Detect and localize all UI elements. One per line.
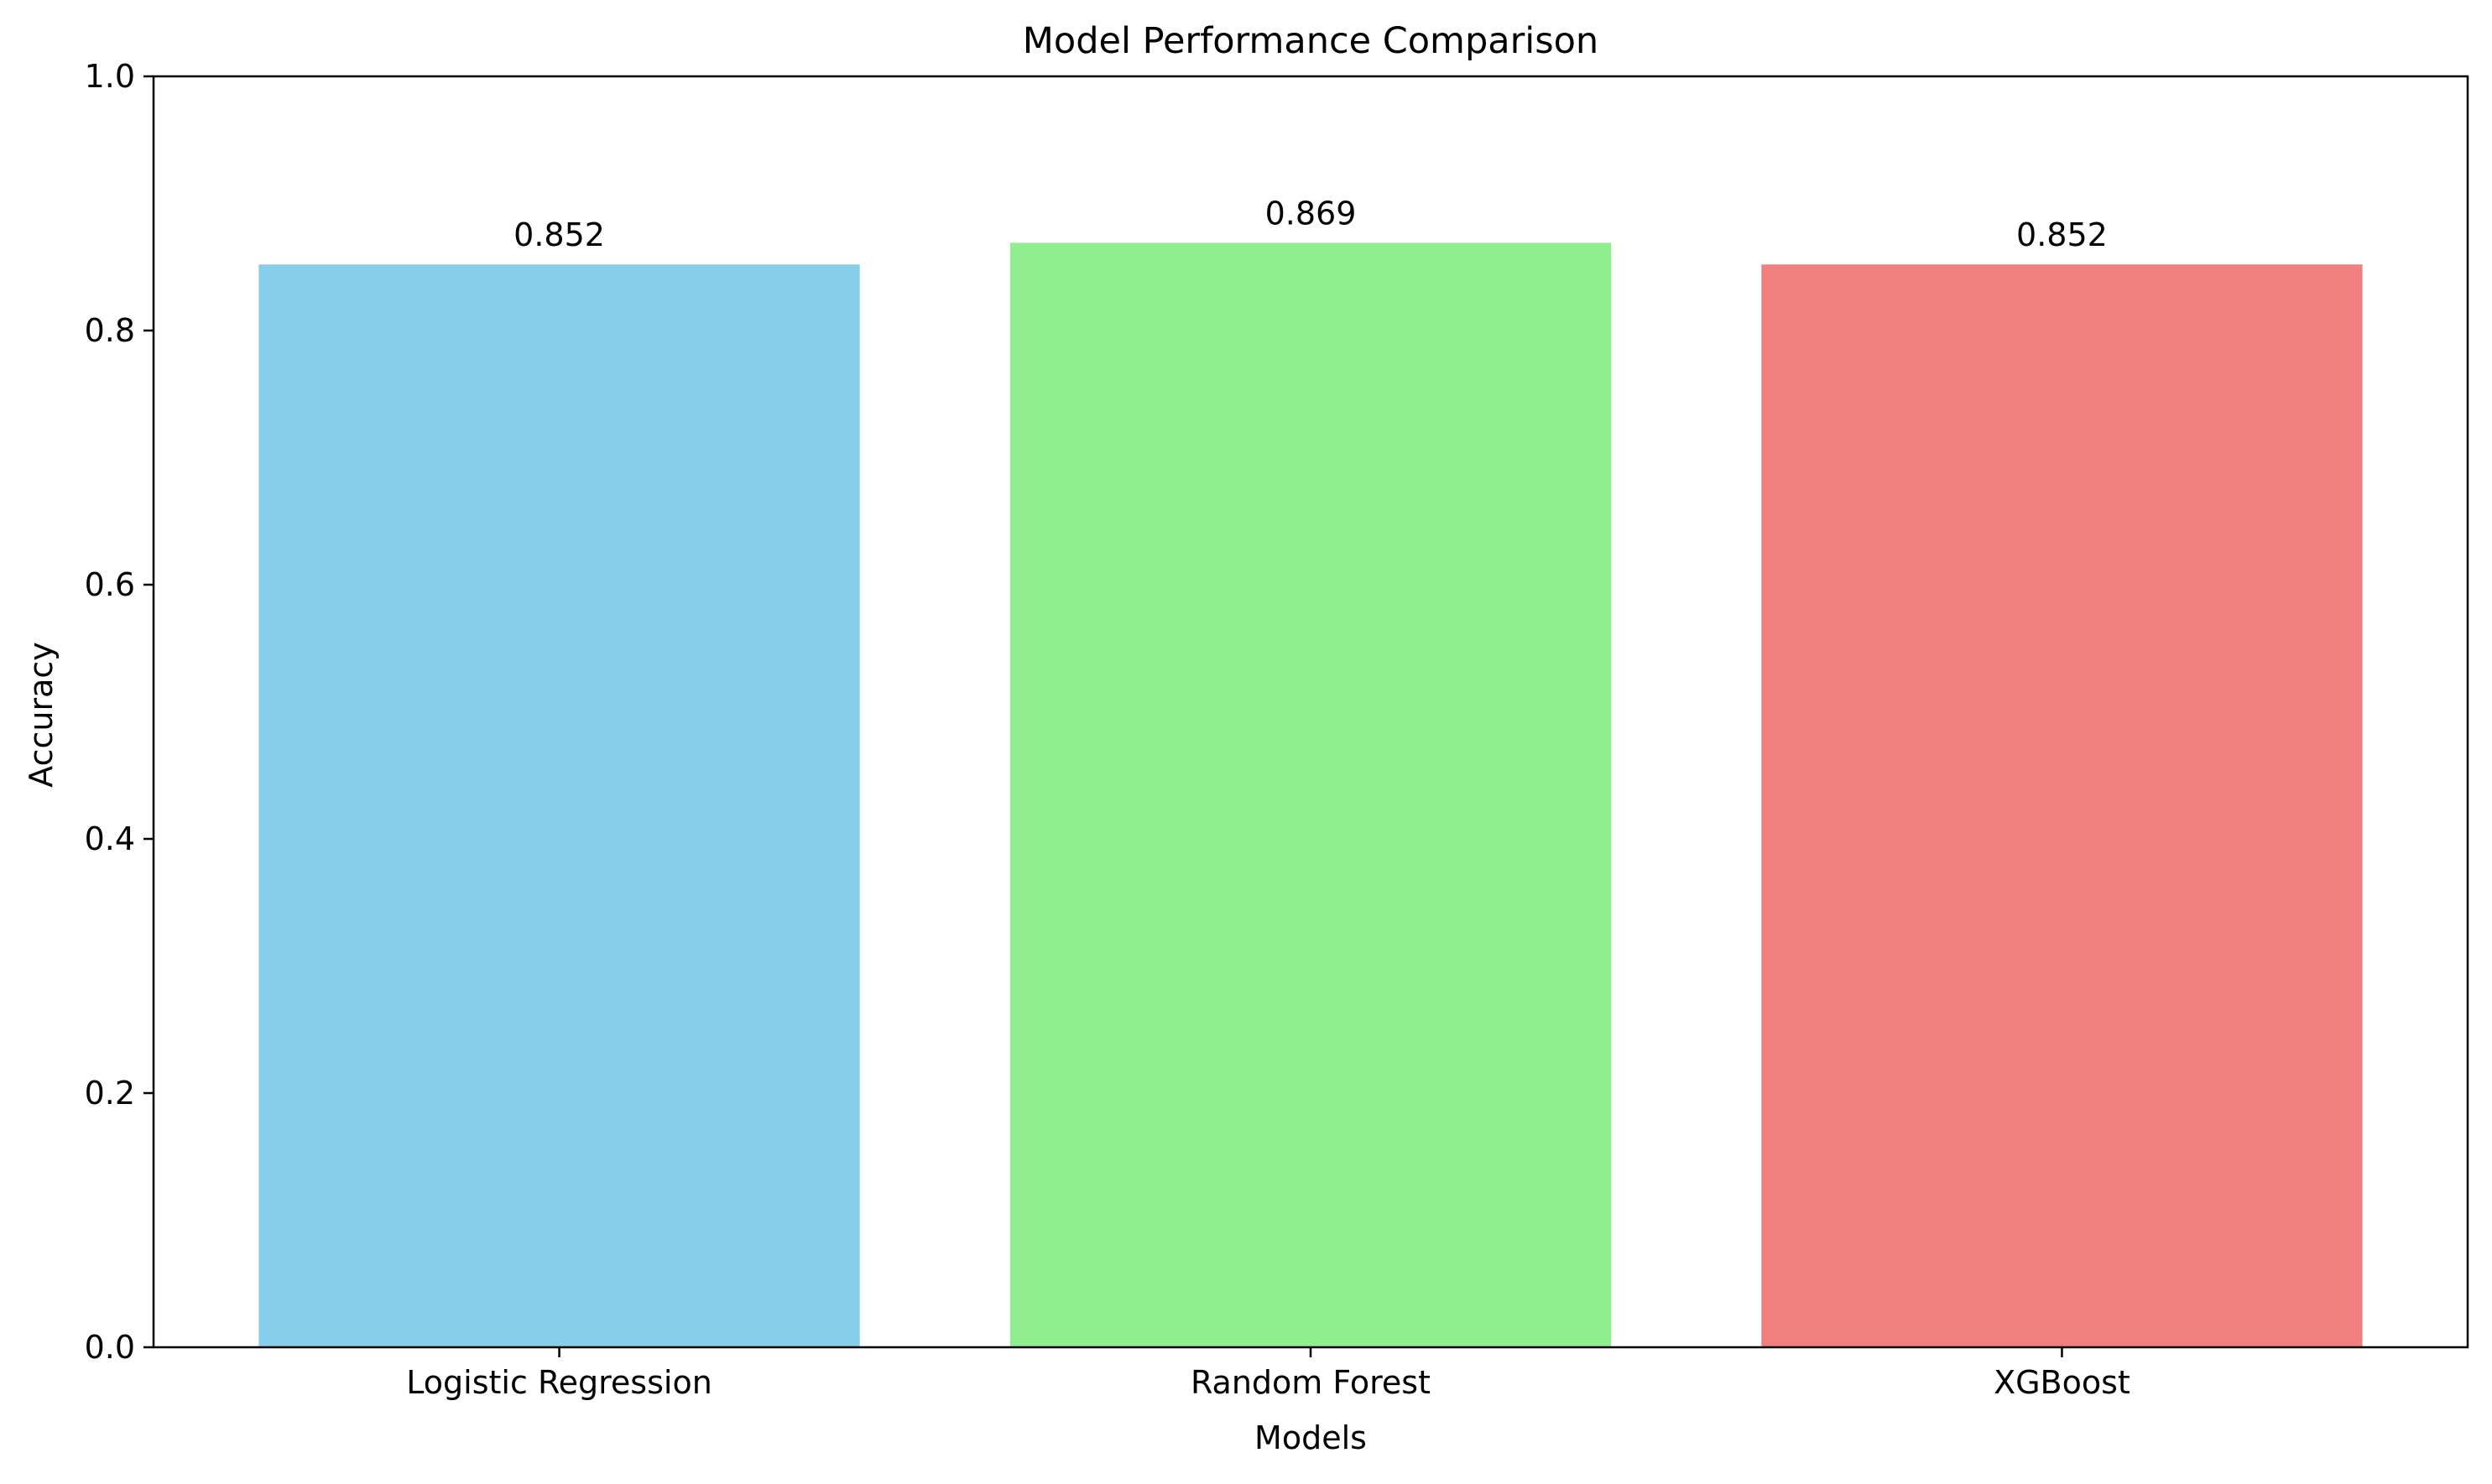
plot-frame [152, 75, 2469, 1349]
y-tick-label: 0.0 [85, 1329, 135, 1366]
data-label: 0.869 [1265, 195, 1357, 232]
bars-layer [258, 242, 2363, 1348]
chart-title: Model Performance Comparison [1023, 20, 1598, 62]
bar-random-forest [1009, 242, 1612, 1348]
data-label: 0.852 [2016, 216, 2108, 253]
y-tick-label: 1.0 [85, 58, 135, 95]
bar-logistic-regression [258, 264, 860, 1348]
x-tick-label: Random Forest [1191, 1364, 1431, 1401]
x-tick-label: Logistic Regression [406, 1364, 712, 1401]
x-tick-label: XGBoost [1994, 1364, 2130, 1401]
data-labels-layer: 0.852 0.869 0.852 [514, 195, 2108, 253]
y-tick-label: 0.4 [85, 820, 135, 857]
y-tick-label: 0.6 [85, 566, 135, 603]
y-axis-label: Accuracy [23, 642, 60, 788]
ticks-layer: Logistic Regression Random Forest XGBoost 0… [85, 58, 2130, 1401]
data-label: 0.852 [514, 216, 605, 253]
y-tick-label: 0.2 [85, 1075, 135, 1112]
y-tick-label: 0.8 [85, 312, 135, 349]
x-axis-label: Models [1254, 1419, 1367, 1456]
bar-xgboost [1761, 264, 2363, 1348]
